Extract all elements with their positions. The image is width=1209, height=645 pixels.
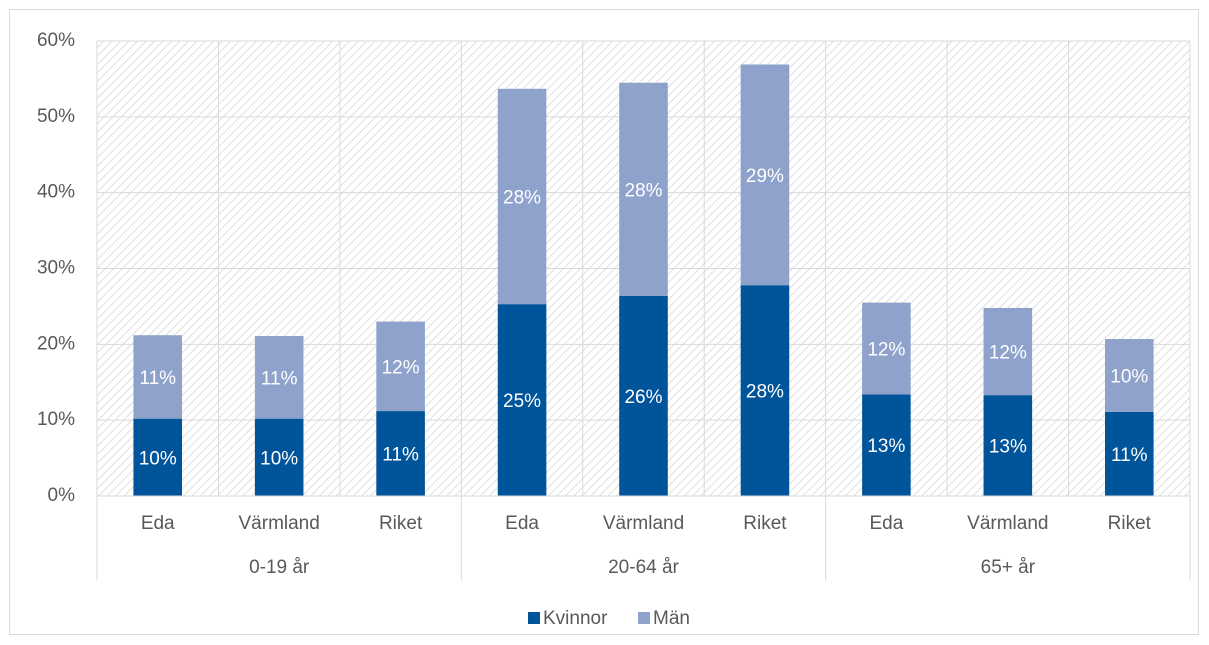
data-label: 11% <box>139 368 176 389</box>
data-label: 13% <box>867 436 905 457</box>
data-label: 11% <box>261 368 298 389</box>
data-label: 28% <box>624 180 662 201</box>
bar-segment <box>983 395 1033 496</box>
bar-segment <box>376 411 425 496</box>
bar-segment <box>1104 411 1154 496</box>
x-tick-label: Riket <box>743 513 787 534</box>
y-tick-label: 30% <box>37 258 75 279</box>
bar-segment <box>254 335 304 419</box>
bar-segment <box>983 307 1033 396</box>
y-tick-label: 60% <box>37 30 75 51</box>
bar-segment <box>133 335 183 419</box>
bar-segment <box>376 321 425 412</box>
bar-segment <box>862 394 911 496</box>
data-label: 26% <box>624 387 662 408</box>
bar-segment <box>1104 339 1154 412</box>
x-tick-label: Värmland <box>239 513 320 534</box>
data-label: 12% <box>867 340 905 361</box>
legend-swatch <box>528 612 540 624</box>
data-label: 10% <box>1110 366 1148 387</box>
x-tick-label: Värmland <box>603 513 684 534</box>
bar-segment <box>619 82 668 296</box>
legend-swatch <box>638 612 650 624</box>
data-label: 13% <box>989 437 1027 458</box>
bar-segment <box>497 304 547 496</box>
x-tick-label: Eda <box>869 513 903 534</box>
data-label: 28% <box>503 187 541 208</box>
y-tick-label: 0% <box>48 485 76 506</box>
y-tick-label: 20% <box>37 333 75 354</box>
data-label: 25% <box>503 391 541 412</box>
bar-segment <box>497 88 547 305</box>
x-tick-label: Värmland <box>967 513 1048 534</box>
data-label: 11% <box>382 445 419 466</box>
y-tick-label: 50% <box>37 106 75 127</box>
data-label: 11% <box>1111 445 1148 466</box>
y-tick-label: 10% <box>37 409 75 430</box>
data-label: 12% <box>989 343 1027 364</box>
x-tick-label: Riket <box>379 513 423 534</box>
data-label: 10% <box>139 448 177 469</box>
bar-segment <box>133 418 183 496</box>
legend-label: Män <box>653 608 690 629</box>
bar-segment <box>740 64 790 286</box>
data-label: 10% <box>260 448 298 469</box>
bar-segment <box>740 285 790 496</box>
y-tick-label: 40% <box>37 182 75 203</box>
bar-segment <box>619 295 668 496</box>
data-label: 28% <box>746 382 784 403</box>
bar-segment <box>254 418 304 496</box>
x-tick-label: Eda <box>141 513 175 534</box>
bar-segment <box>862 302 911 395</box>
legend-label: Kvinnor <box>543 608 608 629</box>
group-label: 20-64 år <box>608 557 679 578</box>
data-label: 29% <box>746 166 784 187</box>
data-label: 12% <box>382 357 420 378</box>
group-label: 65+ år <box>981 557 1036 578</box>
x-tick-label: Riket <box>1108 513 1152 534</box>
group-label: 0-19 år <box>249 557 310 578</box>
x-tick-label: Eda <box>505 513 539 534</box>
